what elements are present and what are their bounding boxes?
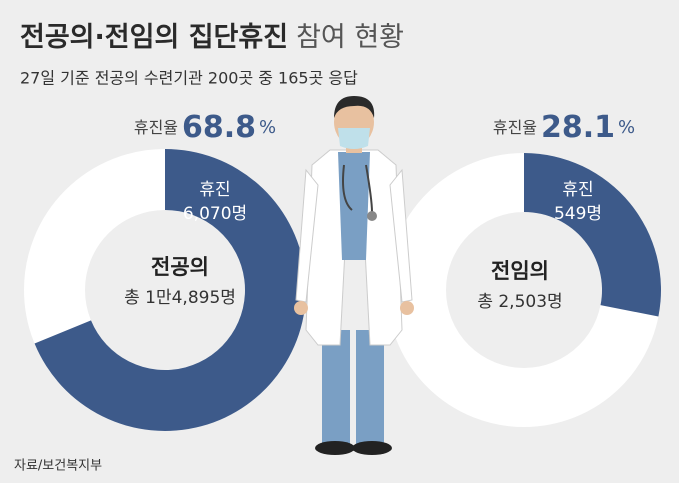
rate-name: 휴진율 [493,118,537,137]
total-label: 총 2,503명 [477,292,562,312]
rate-name: 휴진율 [134,118,178,137]
group-name: 전공의 [151,255,209,279]
doctor-illustration [294,96,414,455]
title-main: 전공의·전임의 집단휴진 [20,22,288,53]
segment-label: 휴진 [199,180,230,200]
segment-label: 휴진 [562,180,593,200]
title-rest: 참여 현황 [296,22,404,53]
count-label: 6,070명 [183,204,247,224]
rate-label: 휴진율 68.8% [134,110,276,145]
total-label: 총 1만4,895명 [124,288,236,308]
rate-label: 휴진율 28.1% [493,110,635,145]
donut-segment [34,149,306,431]
count-label: 549명 [554,204,602,224]
rate-value: 68.8 [182,110,256,145]
group-name: 전임의 [491,259,549,283]
rate-value: 28.1 [541,110,615,145]
donut-segment [524,153,662,317]
subtitle: 27일 기준 전공의 수련기관 200곳 중 165곳 응답 [20,69,358,88]
rate-unit: % [618,117,635,138]
source: 자료/보건복지부 [14,459,102,474]
rate-unit: % [259,117,276,138]
title: 전공의·전임의 집단휴진 참여 현황 [20,22,404,53]
